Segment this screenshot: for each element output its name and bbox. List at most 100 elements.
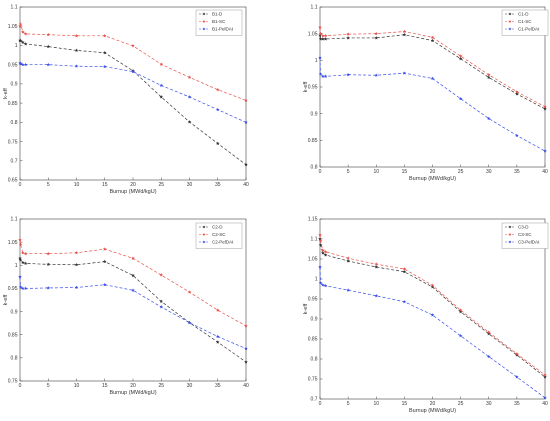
legend-marker xyxy=(508,19,512,23)
data-point xyxy=(215,308,220,312)
data-point xyxy=(46,286,51,290)
data-point xyxy=(430,313,435,317)
x-tick-label: 5 xyxy=(347,169,350,175)
y-tick-label: 1.05 xyxy=(308,31,318,37)
data-point xyxy=(321,74,325,78)
legend: B1-D B1-SC B1-PelDAt xyxy=(195,9,243,36)
x-tick-label: 40 xyxy=(542,169,548,175)
legend-marker xyxy=(202,232,206,236)
data-point xyxy=(215,334,220,339)
data-point xyxy=(74,48,79,52)
legend-label: C1-PelDAt xyxy=(518,27,540,32)
series-B1-D xyxy=(18,38,248,167)
data-point xyxy=(318,72,323,76)
series-line xyxy=(19,239,247,327)
data-point xyxy=(102,259,107,264)
legend-marker xyxy=(202,240,206,244)
data-point xyxy=(323,249,328,254)
series-line xyxy=(319,57,546,152)
y-tick-label: 0.85 xyxy=(308,337,318,343)
data-point xyxy=(46,251,51,256)
x-tick-label: 30 xyxy=(187,383,193,389)
y-tick-label: 0.75 xyxy=(308,377,318,383)
data-point xyxy=(244,98,248,102)
y-tick-label: 1.05 xyxy=(308,257,318,263)
x-tick-label: 35 xyxy=(215,383,221,389)
data-point xyxy=(321,248,325,252)
legend-marker xyxy=(508,232,512,236)
legend-label: C2-SC xyxy=(212,232,226,237)
y-tick-label: 1.05 xyxy=(8,24,18,30)
legend-marker xyxy=(202,12,206,16)
data-point xyxy=(458,333,463,338)
data-point xyxy=(318,31,323,36)
data-point xyxy=(346,72,350,77)
x-tick-label: 25 xyxy=(158,383,164,389)
y-tick-label: 0.95 xyxy=(8,62,18,68)
data-point xyxy=(21,30,25,34)
data-point xyxy=(318,265,322,269)
data-point xyxy=(543,395,547,400)
x-tick-label: 10 xyxy=(74,383,80,389)
data-point xyxy=(215,141,220,146)
series-C2-PelDAt xyxy=(18,274,248,351)
data-point xyxy=(102,64,107,69)
data-point xyxy=(74,262,79,267)
y-tick-label: 0.85 xyxy=(8,332,18,338)
chart-panel-2: 0 5 10 15 20 25 30 35 40 0.8 0.85 0.9 0.95 1 1.05 1.1 Bu… xyxy=(303,5,549,182)
data-point xyxy=(187,75,192,79)
data-point xyxy=(515,375,519,379)
y-tick-label: 0.9 xyxy=(11,309,18,315)
data-point xyxy=(215,107,220,112)
data-point xyxy=(159,95,164,99)
x-tick-label: 25 xyxy=(458,169,464,175)
data-point xyxy=(321,251,325,255)
x-tick-label: 15 xyxy=(402,401,408,407)
data-point xyxy=(346,288,350,292)
x-tick-label: 0 xyxy=(319,169,322,175)
y-tick-label: 0.9 xyxy=(311,111,318,117)
data-point xyxy=(543,104,547,109)
data-point xyxy=(74,64,79,68)
data-point xyxy=(486,354,491,359)
data-point xyxy=(318,37,323,41)
data-point xyxy=(21,260,25,265)
y-axis-label: k-eff xyxy=(3,88,9,99)
y-axis-label: k-eff xyxy=(3,294,9,305)
data-point xyxy=(18,38,23,43)
data-point xyxy=(318,237,322,241)
data-point xyxy=(321,283,325,287)
y-axis-label: k-eff xyxy=(303,303,309,314)
data-point xyxy=(244,162,248,167)
y-tick-label: 0.8 xyxy=(311,357,318,363)
data-point xyxy=(18,22,23,26)
data-point xyxy=(159,83,164,87)
data-point xyxy=(430,283,435,287)
data-point xyxy=(23,62,28,67)
data-point xyxy=(46,62,51,67)
y-tick-label: 0.95 xyxy=(308,297,318,303)
y-tick-label: 0.75 xyxy=(8,379,18,385)
data-point xyxy=(102,50,107,55)
data-point xyxy=(346,32,350,36)
x-tick-label: 40 xyxy=(542,401,548,407)
legend-label: C3-SC xyxy=(518,232,532,237)
data-point xyxy=(402,267,407,271)
legend-label: C1-SC xyxy=(518,19,532,24)
data-point xyxy=(131,256,135,260)
data-point xyxy=(187,95,192,99)
x-tick-label: 0 xyxy=(319,401,322,407)
data-point xyxy=(18,258,23,262)
data-point xyxy=(187,320,192,325)
x-tick-label: 35 xyxy=(514,169,520,175)
data-point xyxy=(321,33,325,38)
y-tick-label: 0.8 xyxy=(11,356,18,362)
data-point xyxy=(18,285,23,289)
y-tick-label: 1.1 xyxy=(11,5,18,11)
data-point xyxy=(374,262,379,266)
data-point xyxy=(402,29,407,34)
data-point xyxy=(102,247,107,251)
x-tick-label: 10 xyxy=(373,169,379,175)
data-point xyxy=(374,73,379,77)
data-point xyxy=(430,76,435,80)
